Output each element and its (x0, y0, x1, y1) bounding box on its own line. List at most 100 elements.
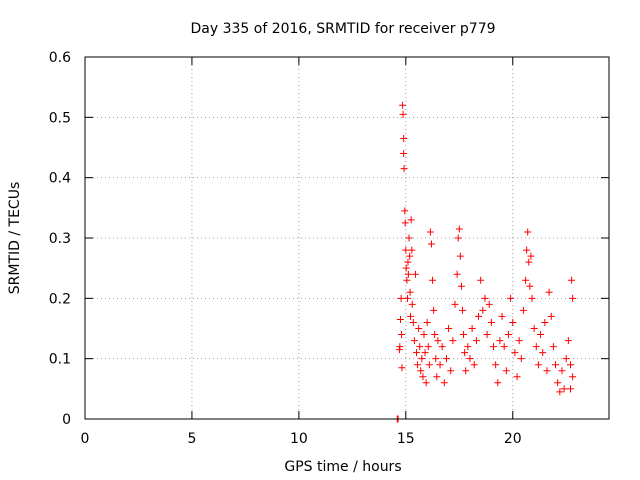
data-point (545, 288, 553, 296)
data-point (511, 349, 519, 357)
data-point (454, 234, 462, 242)
data-point (569, 294, 577, 302)
data-point (460, 331, 468, 339)
data-point (567, 385, 575, 393)
data-point (455, 225, 463, 233)
data-point (413, 349, 421, 357)
data-point (407, 216, 415, 224)
data-point (462, 367, 470, 375)
data-point (481, 294, 489, 302)
data-point (401, 219, 409, 227)
y-tick-label: 0.2 (49, 291, 71, 307)
data-point (525, 258, 533, 266)
y-tick-label: 0 (62, 412, 71, 428)
data-point (507, 294, 515, 302)
data-point (504, 331, 512, 339)
data-point (466, 355, 474, 363)
data-point (527, 252, 535, 260)
data-point (479, 306, 487, 314)
data-point (402, 264, 410, 272)
data-point (400, 134, 408, 142)
data-point (483, 331, 491, 339)
data-point (411, 270, 419, 278)
data-point (517, 355, 525, 363)
data-point (424, 343, 432, 351)
data-point (426, 228, 434, 236)
y-axis-label: SRMTID / TECUs (7, 182, 23, 295)
data-point (401, 207, 409, 215)
data-point (422, 379, 430, 387)
data-point (414, 361, 422, 369)
tick-labels: 0 0.1 0.2 0.3 0.4 0.5 0.6 0 5 10 15 20 (49, 50, 522, 447)
data-point (396, 315, 404, 323)
data-point (407, 312, 415, 320)
data-point (528, 294, 536, 302)
data-point (451, 300, 459, 308)
data-point (402, 246, 410, 254)
data-point (526, 282, 534, 290)
x-tick-label: 5 (187, 431, 196, 447)
data-point (485, 300, 493, 308)
y-tick-label: 0.4 (49, 171, 71, 187)
data-point (494, 379, 502, 387)
data-point (562, 355, 570, 363)
data-point (530, 325, 538, 332)
data-point (534, 361, 542, 369)
data-point (423, 318, 431, 326)
data-point (415, 325, 423, 332)
data-point (431, 331, 439, 339)
data-point (464, 343, 472, 351)
data-point (410, 337, 418, 345)
data-point (433, 373, 441, 381)
x-tick-label: 15 (397, 431, 415, 447)
y-tick-label: 0.3 (49, 231, 71, 247)
data-point (425, 361, 433, 369)
data-point (564, 337, 572, 345)
data-point (421, 349, 429, 357)
data-point (519, 306, 527, 314)
data-point (477, 276, 485, 284)
data-point (408, 246, 416, 254)
axis-ticks (84, 56, 609, 420)
data-point (568, 276, 576, 284)
data-point (475, 312, 483, 320)
y-tick-label: 0.1 (49, 352, 71, 368)
data-point (447, 367, 455, 375)
data-point (490, 343, 498, 351)
data-point (436, 361, 444, 369)
data-point (404, 258, 412, 266)
data-point (440, 379, 448, 387)
data-point (513, 373, 521, 381)
data-point (558, 367, 566, 375)
data-point (403, 276, 411, 284)
data-point (470, 361, 478, 369)
data-point (399, 110, 407, 118)
gridlines (85, 57, 609, 419)
data-point (487, 318, 495, 326)
data-point (556, 388, 564, 396)
data-point (404, 294, 412, 302)
data-point (492, 361, 500, 369)
data-point (396, 343, 404, 351)
data-point (445, 325, 453, 332)
data-point (400, 150, 408, 158)
data-points (393, 101, 577, 423)
y-tick-label: 0.6 (49, 50, 71, 66)
x-axis-label: GPS time / hours (284, 459, 401, 475)
data-point (427, 240, 435, 248)
data-point (398, 364, 406, 372)
data-point (509, 318, 517, 326)
data-point (416, 343, 424, 351)
data-point (569, 373, 577, 381)
data-point (537, 331, 545, 339)
data-point (398, 331, 406, 339)
data-point (434, 337, 442, 345)
data-point (420, 331, 428, 339)
data-point (515, 337, 523, 345)
data-point (500, 343, 508, 351)
data-point (532, 343, 540, 351)
data-point (522, 276, 530, 284)
data-point (554, 379, 562, 387)
data-point (400, 165, 408, 173)
